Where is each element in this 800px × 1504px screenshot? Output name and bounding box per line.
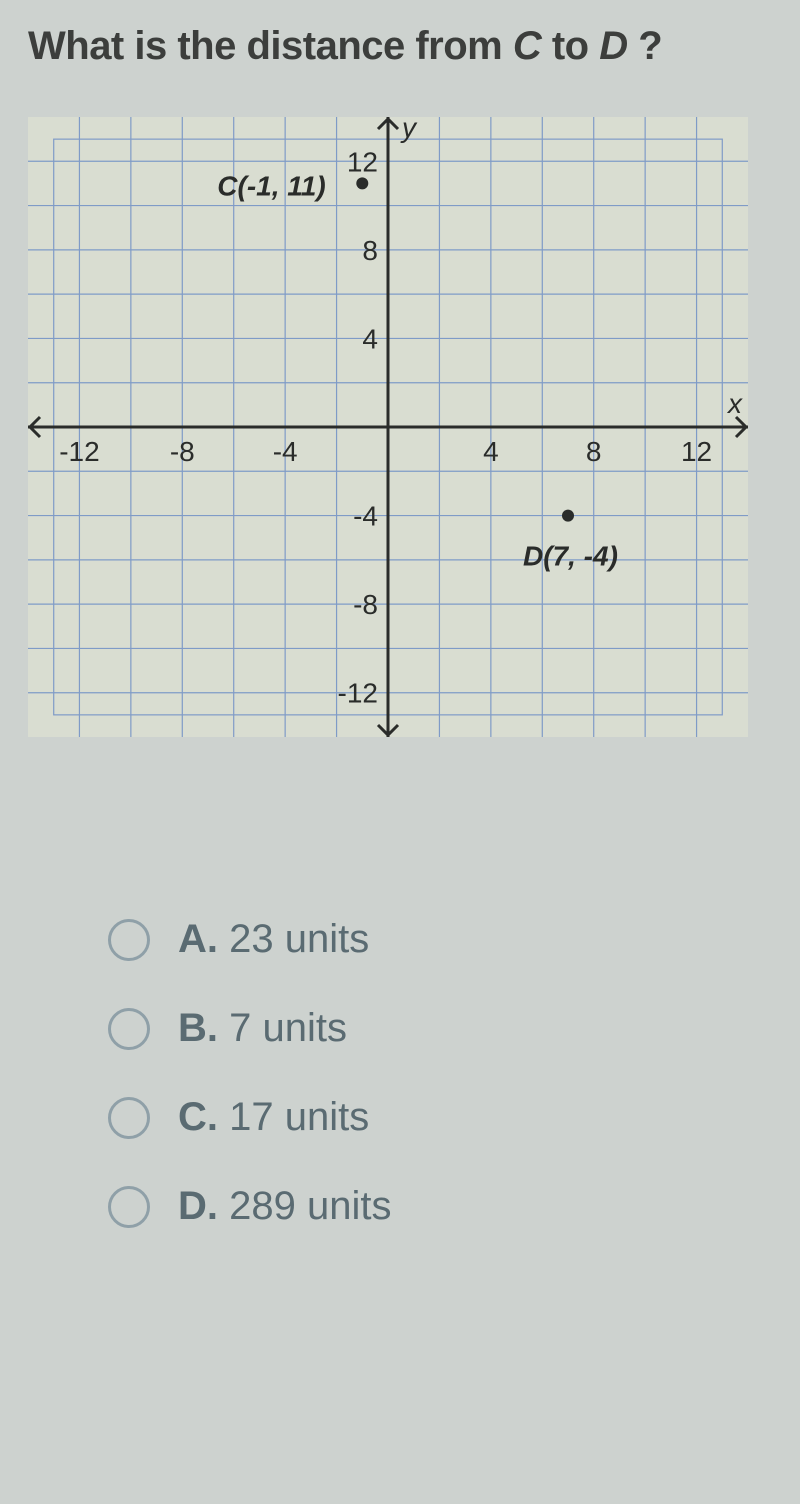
chart-svg: -12 -8 -4 4 8 12 -12 -8 -4 4 8 12 x y C(-1, 11) D(7, -4… [28,117,748,737]
answer-options: A. 23 units B. 7 units C. 17 units D. 289 u… [28,917,772,1229]
answer-option-B[interactable]: B. 7 units [108,1006,772,1051]
question-mid: to [541,24,599,68]
svg-text:D(7, -4): D(7, -4) [523,541,618,572]
coordinate-chart: -12 -8 -4 4 8 12 -12 -8 -4 4 8 12 x y C(-1, 11) D(7, -4… [28,117,748,737]
svg-text:4: 4 [483,436,499,467]
option-body: 17 units [218,1095,369,1139]
radio-icon[interactable] [108,1008,150,1050]
option-body: 23 units [218,917,369,961]
svg-text:12: 12 [347,146,378,177]
svg-text:-8: -8 [170,436,195,467]
answer-option-A[interactable]: A. 23 units [108,917,772,962]
question-var2: D [599,24,627,68]
option-body: 289 units [218,1184,391,1228]
svg-text:-4: -4 [353,501,378,532]
svg-text:-4: -4 [273,436,298,467]
svg-text:8: 8 [586,436,602,467]
option-letter: C. [178,1095,218,1139]
svg-text:C(-1, 11): C(-1, 11) [217,170,325,201]
svg-text:12: 12 [681,436,712,467]
svg-text:-8: -8 [353,589,378,620]
svg-text:-12: -12 [338,678,378,709]
question-suffix: ? [628,24,663,68]
option-body: 7 units [218,1006,347,1050]
radio-icon[interactable] [108,1097,150,1139]
option-text: B. 7 units [178,1006,347,1051]
radio-icon[interactable] [108,1186,150,1228]
svg-text:8: 8 [362,235,378,266]
option-letter: B. [178,1006,218,1050]
question-text: What is the distance from C to D ? [28,24,772,69]
svg-text:y: y [400,117,418,143]
question-prefix: What is the distance from [28,24,513,68]
svg-text:4: 4 [362,323,378,354]
option-text: C. 17 units [178,1095,369,1140]
option-letter: A. [178,917,218,961]
option-text: A. 23 units [178,917,369,962]
svg-text:-12: -12 [59,436,99,467]
option-letter: D. [178,1184,218,1228]
svg-text:x: x [726,388,743,419]
answer-option-D[interactable]: D. 289 units [108,1184,772,1229]
answer-option-C[interactable]: C. 17 units [108,1095,772,1140]
radio-icon[interactable] [108,919,150,961]
question-var1: C [513,24,541,68]
option-text: D. 289 units [178,1184,391,1229]
